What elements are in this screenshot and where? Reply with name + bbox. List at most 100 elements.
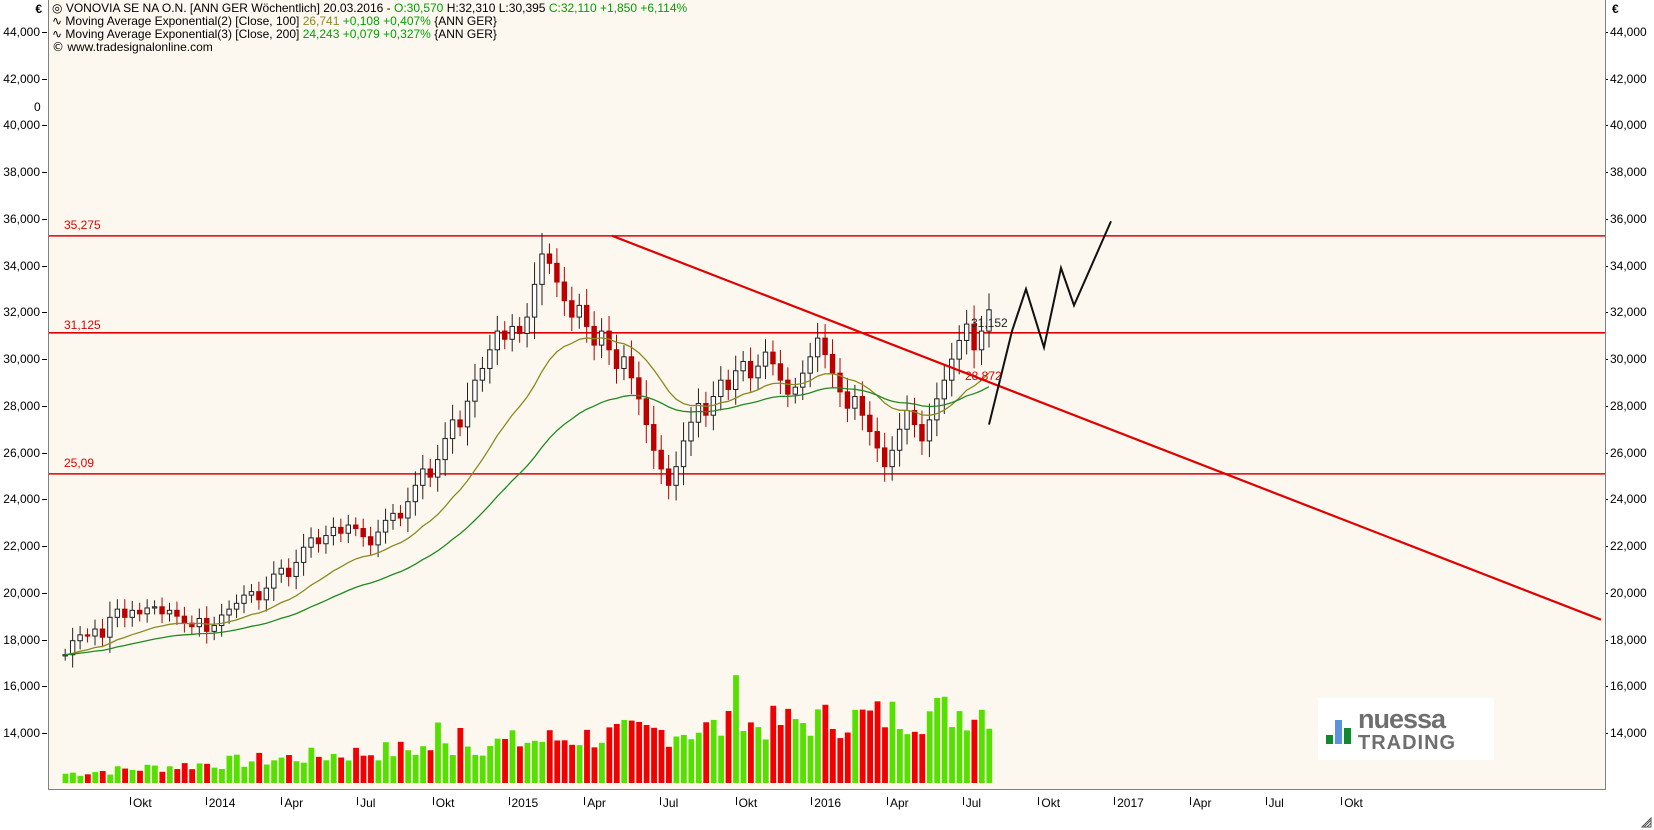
x-axis-line bbox=[48, 789, 1606, 790]
copyright-icon: © bbox=[52, 40, 64, 54]
level-label-2509: 25,09 bbox=[64, 456, 95, 470]
y-axis-tick-right: 28,000 bbox=[1603, 399, 1647, 413]
x-axis-tick: Okt bbox=[735, 796, 757, 810]
y-axis-tick-left: 22,000 bbox=[3, 539, 47, 553]
y-axis-tick-right: 42,000 bbox=[1603, 72, 1647, 86]
y-axis-tick-right: 22,000 bbox=[1603, 539, 1647, 553]
legend-row-ema100: ∿ Moving Average Exponential(2) [Close, … bbox=[52, 15, 687, 28]
y-axis-tick-right: 30,000 bbox=[1603, 352, 1647, 366]
x-axis-tick: Apr bbox=[584, 796, 606, 810]
annotation-31152: 31,152 bbox=[971, 316, 1008, 330]
y-axis-tick-right: 38,000 bbox=[1603, 165, 1647, 179]
right-price-axis: € 44,000 42,000 40,000 38,000 36,000 34,000 32… bbox=[1603, 0, 1654, 790]
y-axis-tick-right: 18,000 bbox=[1603, 633, 1647, 647]
annotation-28872: 28,872 bbox=[965, 369, 1002, 383]
y-axis-tick-left: 26,000 bbox=[3, 446, 47, 460]
change-percent: +6,114% bbox=[640, 1, 688, 15]
source-url: www.tradesignalonline.com bbox=[67, 40, 213, 54]
logo-subtitle: TRADING bbox=[1358, 731, 1457, 754]
x-axis-tick: Jul bbox=[1265, 796, 1284, 810]
y-axis-tick-left: 36,000 bbox=[3, 212, 47, 226]
x-axis-tick: 2015 bbox=[508, 796, 538, 810]
y-axis-tick-left: 30,000 bbox=[3, 352, 47, 366]
y-axis-tick-left: 34,000 bbox=[3, 259, 47, 273]
legend-row-instrument: ◎ VONOVIA SE NA O.N. [ANN GER Wöchentlic… bbox=[52, 2, 687, 15]
ema200-params: [Close, 200] bbox=[235, 27, 300, 41]
right-axis-currency: € bbox=[1612, 2, 1619, 16]
ema100-change: +0,108 bbox=[342, 14, 380, 28]
y-axis-tick-right: 26,000 bbox=[1603, 446, 1647, 460]
chart-plot-area[interactable] bbox=[48, 0, 1606, 790]
y-axis-tick-left: 32,000 bbox=[3, 305, 47, 319]
y-axis-tick-left: 38,000 bbox=[3, 165, 47, 179]
close-value: 32,110 bbox=[560, 1, 597, 15]
y-axis-tick-right: 14,000 bbox=[1603, 726, 1647, 740]
y-axis-tick-left: 14,000 bbox=[3, 726, 47, 740]
open-label: O: bbox=[393, 1, 407, 15]
ema200-market: {ANN GER} bbox=[434, 27, 497, 41]
left-axis-currency: € bbox=[35, 2, 42, 16]
x-axis-tick: Okt bbox=[432, 796, 454, 810]
x-axis-tick: Apr bbox=[281, 796, 303, 810]
y-axis-tick-right: 34,000 bbox=[1603, 259, 1647, 273]
low-label: L: bbox=[498, 1, 509, 15]
logo-name: nuessa bbox=[1358, 703, 1446, 734]
y-axis-tick-left: 16,000 bbox=[3, 679, 47, 693]
ema100-change-pct: +0,407% bbox=[383, 14, 431, 28]
y-axis-tick-left: 40,000 bbox=[3, 118, 47, 132]
instrument-title: VONOVIA SE NA O.N. [ANN GER Wöchentlich]… bbox=[65, 1, 384, 15]
level-label-31125: 31,125 bbox=[64, 318, 101, 332]
y-axis-tick-left: 20,000 bbox=[3, 586, 47, 600]
ema200-change-pct: +0,327% bbox=[383, 27, 431, 41]
ema100-name: Moving Average Exponential(2) bbox=[65, 14, 232, 28]
x-axis-tick: Apr bbox=[1189, 796, 1211, 810]
resize-handle-icon[interactable] bbox=[1641, 817, 1652, 828]
x-axis-tick: 2016 bbox=[811, 796, 841, 810]
ema200-change: +0,079 bbox=[342, 27, 380, 41]
high-label: H: bbox=[446, 1, 459, 15]
legend-row-source: © www.tradesignalonline.com bbox=[52, 41, 687, 54]
left-price-axis: € 44,000 42,000 40,000 38,000 36,000 34,000 32… bbox=[0, 0, 48, 790]
x-axis-tick: Apr bbox=[887, 796, 909, 810]
candle-icon: ◎ bbox=[52, 1, 63, 15]
y-axis-tick-left: 44,000 bbox=[3, 25, 47, 39]
x-axis-tick: Okt bbox=[1341, 796, 1363, 810]
wave-icon: ∿ bbox=[52, 27, 63, 41]
ema200-name: Moving Average Exponential(3) bbox=[65, 27, 232, 41]
ema100-value: 26,741 bbox=[302, 14, 340, 28]
logo-bars-icon bbox=[1326, 714, 1353, 744]
y-axis-tick-right: 20,000 bbox=[1603, 586, 1647, 600]
y-axis-tick-left: 28,000 bbox=[3, 399, 47, 413]
y-axis-tick-right: 36,000 bbox=[1603, 212, 1647, 226]
wave-icon: ∿ bbox=[52, 14, 63, 28]
legend-row-ema200: ∿ Moving Average Exponential(3) [Close, … bbox=[52, 28, 687, 41]
x-axis-tick: 2014 bbox=[205, 796, 235, 810]
high-value: 32,310 bbox=[458, 1, 496, 15]
x-axis-tick: Okt bbox=[130, 796, 152, 810]
chart-canvas bbox=[49, 220, 1605, 783]
y-axis-tick-left: 18,000 bbox=[3, 633, 47, 647]
y-axis-tick-right: 32,000 bbox=[1603, 305, 1647, 319]
x-axis-tick: Jul bbox=[357, 796, 375, 810]
y-axis-tick-right: 40,000 bbox=[1603, 118, 1647, 132]
chart-legend: ◎ VONOVIA SE NA O.N. [ANN GER Wöchentlic… bbox=[52, 2, 687, 54]
y-axis-tick-left: 42,000 bbox=[3, 72, 47, 86]
ema200-value: 24,243 bbox=[302, 27, 340, 41]
ema100-params: [Close, 100] bbox=[235, 14, 300, 28]
x-axis: Okt 2014 Apr Jul Okt 2015 Apr Jul Okt 2016 Apr Jul O… bbox=[48, 790, 1606, 830]
level-label-35275: 35,275 bbox=[64, 218, 101, 232]
y-axis-tick-right: 16,000 bbox=[1603, 679, 1647, 693]
open-value: 30,570 bbox=[406, 1, 444, 15]
x-axis-tick: Jul bbox=[962, 796, 981, 810]
nuessa-trading-logo: nuessa TRADING bbox=[1318, 698, 1494, 760]
y-axis-tick-right: 24,000 bbox=[1603, 492, 1647, 506]
y-axis-tick-right: 44,000 bbox=[1603, 25, 1647, 39]
low-value: 30,395 bbox=[508, 1, 546, 15]
ohlc-sep: - bbox=[386, 1, 391, 15]
change-value: +1,850 bbox=[599, 1, 638, 15]
close-label: C: bbox=[548, 1, 561, 15]
x-axis-tick: Jul bbox=[659, 796, 678, 810]
y-axis-tick-left: 24,000 bbox=[3, 492, 47, 506]
ema100-market: {ANN GER} bbox=[434, 14, 497, 28]
